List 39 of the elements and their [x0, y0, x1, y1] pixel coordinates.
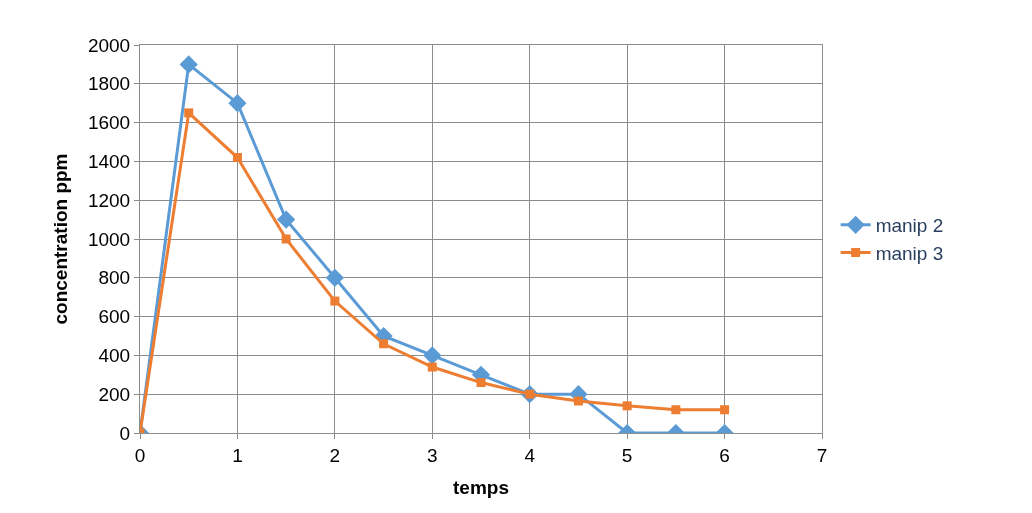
legend-label: manip 3 [875, 242, 944, 264]
y-axis-title: concentration ppm [49, 153, 71, 325]
y-tick-label: 1400 [87, 151, 131, 173]
y-tick-label: 1800 [87, 73, 131, 95]
point [427, 362, 437, 372]
point [720, 405, 730, 415]
y-tick-label: 1600 [87, 112, 131, 134]
point [671, 405, 681, 415]
x-tick-label: 0 [134, 444, 146, 466]
point [184, 108, 194, 118]
point [232, 153, 242, 163]
x-tick-label: 2 [329, 444, 341, 466]
x-tick-label: 3 [427, 444, 438, 466]
point [228, 94, 247, 113]
y-tick-label: 400 [98, 345, 131, 367]
x-tick-label: 7 [816, 444, 828, 466]
x-tick-label: 1 [232, 444, 243, 466]
y-tick-label: 800 [98, 267, 131, 289]
x-tick-label: 5 [621, 444, 633, 466]
y-tick-label: 1000 [87, 228, 131, 250]
point [179, 55, 198, 74]
y-tick-label: 1200 [87, 189, 131, 211]
point [573, 396, 583, 406]
y-tick-label: 600 [98, 306, 131, 328]
x-tick-label: 6 [719, 444, 730, 466]
x-tick-label: 4 [524, 444, 536, 466]
y-tick-label: 0 [119, 422, 131, 444]
point [622, 401, 632, 411]
point [423, 346, 442, 365]
point [476, 378, 486, 388]
y-tick-label: 2000 [87, 34, 131, 56]
point [277, 210, 296, 229]
point [379, 339, 389, 349]
legend-label: manip 2 [875, 215, 944, 237]
x-axis-title: temps [453, 476, 509, 498]
y-tick-label: 200 [98, 383, 131, 405]
point [281, 234, 291, 244]
point [330, 296, 340, 306]
point [325, 268, 344, 287]
